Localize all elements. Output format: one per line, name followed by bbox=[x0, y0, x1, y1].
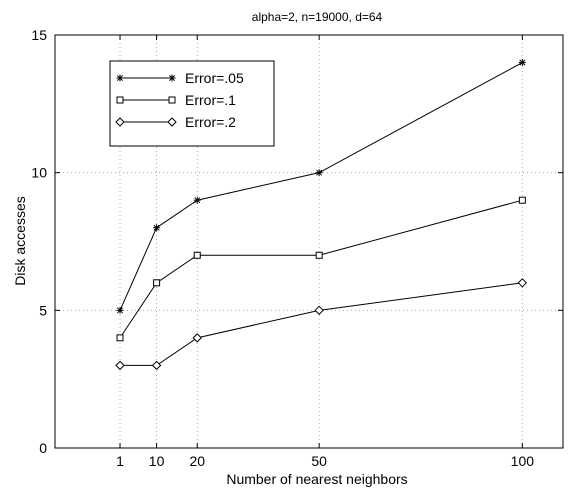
axis-ticks: 1 10 20 50 100 0 5 10 15 bbox=[31, 27, 563, 469]
legend-marker bbox=[116, 96, 124, 104]
legend-label: Error=.05 bbox=[185, 70, 244, 86]
series-3 bbox=[115, 278, 528, 371]
x-tick-label: 20 bbox=[189, 453, 205, 469]
data-point bbox=[315, 251, 323, 259]
series-layer bbox=[115, 59, 528, 371]
data-point bbox=[518, 196, 526, 204]
y-tick-label: 5 bbox=[39, 302, 47, 318]
series-1 bbox=[116, 59, 526, 314]
legend-marker bbox=[115, 117, 125, 127]
data-point bbox=[116, 306, 124, 314]
legend-entry: Error=.1 bbox=[116, 92, 236, 108]
series-2 bbox=[116, 196, 526, 342]
legend-label: Error=.2 bbox=[185, 114, 236, 130]
legend-entry: Error=.05 bbox=[116, 70, 244, 86]
y-axis-label: Disk accesses bbox=[12, 196, 28, 285]
data-point bbox=[151, 360, 162, 371]
data-point bbox=[314, 305, 324, 316]
data-point bbox=[153, 279, 161, 287]
legend-marker bbox=[168, 96, 176, 104]
legend-marker bbox=[167, 117, 177, 127]
data-point bbox=[193, 196, 201, 204]
data-point bbox=[116, 334, 124, 342]
y-tick-label: 15 bbox=[31, 27, 47, 43]
data-point bbox=[192, 333, 202, 343]
data-point bbox=[518, 59, 526, 67]
legend-entry: Error=.2 bbox=[115, 114, 236, 130]
plot-frame bbox=[54, 34, 564, 449]
legend: Error=.05 Error=.1 Error=.2 bbox=[109, 60, 275, 147]
x-tick-label: 10 bbox=[149, 453, 165, 469]
y-tick-label: 10 bbox=[31, 165, 47, 181]
series-line bbox=[119, 199, 523, 339]
x-axis-label: Number of nearest neighbors bbox=[226, 471, 407, 487]
x-tick-label: 1 bbox=[116, 453, 124, 469]
legend-marker bbox=[116, 74, 124, 82]
x-tick-label: 50 bbox=[311, 453, 327, 469]
data-point bbox=[315, 169, 323, 177]
y-tick-label: 0 bbox=[39, 440, 47, 456]
legend-box bbox=[109, 60, 275, 147]
data-point bbox=[153, 224, 161, 232]
legend-label: Error=.1 bbox=[185, 92, 236, 108]
data-point bbox=[193, 251, 201, 259]
legend-marker bbox=[168, 74, 176, 82]
x-tick-label: 100 bbox=[511, 453, 535, 469]
data-point bbox=[115, 360, 125, 371]
data-point bbox=[517, 278, 528, 288]
series-line bbox=[120, 282, 523, 366]
chart-title: alpha=2, n=19000, d=64 bbox=[252, 10, 383, 24]
